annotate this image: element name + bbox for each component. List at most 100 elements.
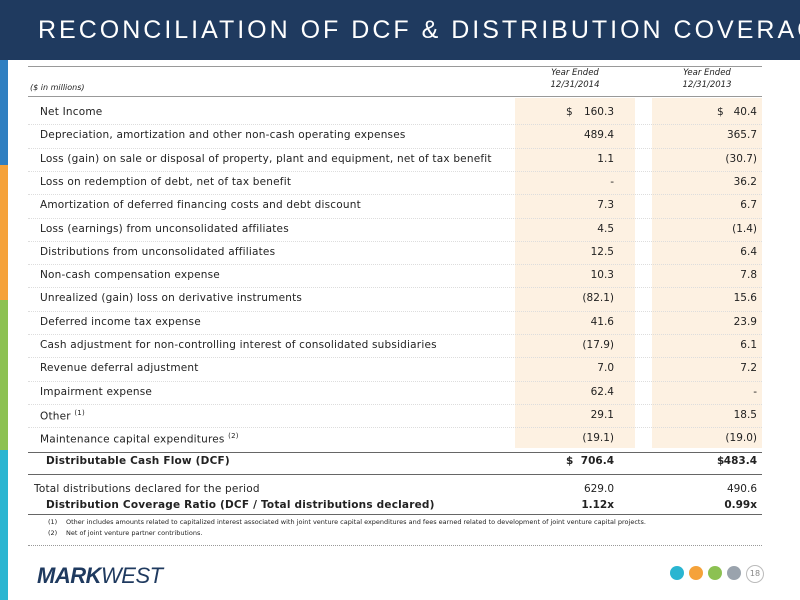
column-shade — [515, 98, 635, 448]
row-label: Distributable Cash Flow (DCF) — [46, 455, 230, 467]
cell-value: (82.1) — [582, 292, 614, 305]
footnote-marker: (2) — [48, 529, 58, 537]
row-divider — [28, 427, 762, 429]
logo-part: MARK — [37, 563, 102, 588]
row-label: Distributions from unconsolidated affili… — [40, 245, 276, 258]
row-label: Impairment expense — [40, 385, 153, 398]
row-divider — [28, 334, 762, 335]
icon — [670, 566, 684, 580]
cell-value: - — [753, 385, 757, 398]
cell-value: 40.4 — [733, 106, 757, 118]
row-divider — [28, 240, 762, 242]
rule — [28, 474, 762, 475]
column-header: 12/31/2014 — [550, 80, 600, 90]
column-header: 12/31/2013 — [682, 80, 732, 90]
cell-value: (1.4) — [732, 222, 757, 235]
row-divider — [28, 147, 762, 149]
row-divider — [28, 287, 762, 289]
row-label: Maintenance capital expenditures (2) — [40, 432, 239, 446]
row-divider — [28, 170, 762, 172]
footnote-ref: (1) — [74, 408, 85, 417]
cell-value: 160.3 — [583, 106, 614, 118]
cell-value: 10.3 — [590, 269, 614, 282]
row-label: Unrealized (gain) loss on derivative ins… — [40, 292, 303, 305]
currency-sign: $ — [717, 106, 724, 118]
rule — [28, 96, 762, 97]
footnote-text: Other includes amounts related to capita… — [66, 518, 646, 526]
icon — [689, 566, 703, 580]
cell-value: 36.2 — [733, 175, 757, 188]
cell-value: (19.0) — [725, 432, 757, 445]
row-label: Non-cash compensation expense — [40, 269, 220, 282]
row-label: Total distributions declared for the per… — [34, 483, 260, 495]
footnote-ref: (2) — [228, 432, 239, 441]
cell-value: 18.5 — [733, 408, 757, 421]
cell-value: 7.0 — [597, 362, 614, 375]
page-number: 18 — [746, 565, 764, 583]
row-divider — [28, 217, 762, 219]
cell-value: (17.9) — [582, 339, 614, 351]
cell-value: 365.7 — [726, 129, 757, 142]
cell-value: 6.1 — [740, 339, 757, 351]
stripe — [0, 300, 8, 450]
cell-value: 62.4 — [590, 385, 614, 398]
cell-value: - — [610, 175, 614, 188]
cell-value: 1.12x — [581, 499, 614, 511]
column-header: Year Ended — [683, 68, 731, 78]
row-divider — [28, 380, 762, 382]
row-label: Loss (gain) on sale or disposal of prope… — [40, 152, 492, 165]
logo: MARKWEST — [37, 563, 163, 589]
footnote-text: Net of joint venture partner contributio… — [66, 529, 203, 537]
cell-value: 7.2 — [740, 362, 757, 375]
row-label: Revenue deferral adjustment — [40, 362, 199, 375]
row-label: Depreciation, amortization and other non… — [40, 129, 406, 142]
stripe — [0, 165, 8, 300]
cell-value: (19.1) — [582, 432, 614, 445]
cell-value: 629.0 — [583, 483, 614, 495]
cell-value: 23.9 — [733, 315, 757, 328]
logo-part: WEST — [101, 563, 163, 588]
row-divider — [28, 310, 762, 312]
unit-note: ($ in millions) — [30, 83, 85, 92]
cell-value: 490.6 — [726, 483, 757, 495]
title: RECONCILIATION OF DCF & DISTRIBUTION COV… — [38, 16, 800, 44]
rule — [28, 514, 762, 515]
currency-sign: $ — [717, 455, 725, 467]
cell-value: 12.5 — [590, 245, 614, 258]
currency-sign: $ — [566, 455, 574, 467]
cell-value: (30.7) — [725, 152, 757, 165]
rule — [28, 452, 762, 453]
cell-value: 6.7 — [740, 199, 757, 212]
cell-value: 489.4 — [583, 129, 614, 142]
icon — [727, 566, 741, 580]
cell-value: 4.5 — [597, 222, 614, 235]
header-bar — [0, 0, 800, 60]
row-divider — [28, 403, 762, 405]
footnote-marker: (1) — [48, 518, 58, 526]
column-header: Year Ended — [551, 68, 599, 78]
row-label: Deferred income tax expense — [40, 315, 201, 328]
icon — [708, 566, 722, 580]
cell-value: 0.99x — [724, 499, 757, 511]
cell-value: 706.4 — [580, 455, 614, 467]
row-label: Net Income — [40, 106, 103, 118]
row-divider — [28, 194, 762, 196]
cell-value: 41.6 — [590, 315, 614, 328]
row-divider — [28, 264, 762, 266]
row-label: Distribution Coverage Ratio (DCF / Total… — [46, 499, 435, 511]
currency-sign: $ — [566, 106, 573, 118]
row-label: Cash adjustment for non-controlling inte… — [40, 339, 437, 351]
rule — [28, 545, 762, 546]
stripe — [0, 60, 8, 165]
row-label: Loss on redemption of debt, net of tax b… — [40, 175, 292, 188]
row-divider — [28, 124, 762, 126]
cell-value: 1.1 — [597, 152, 614, 165]
cell-value: 6.4 — [740, 245, 757, 258]
cell-value: 29.1 — [590, 408, 614, 421]
row-label: Loss (earnings) from unconsolidated affi… — [40, 222, 289, 235]
row-label: Other (1) — [40, 408, 85, 423]
cell-value: 483.4 — [723, 455, 757, 467]
stripe — [0, 450, 8, 600]
rule — [28, 66, 762, 67]
